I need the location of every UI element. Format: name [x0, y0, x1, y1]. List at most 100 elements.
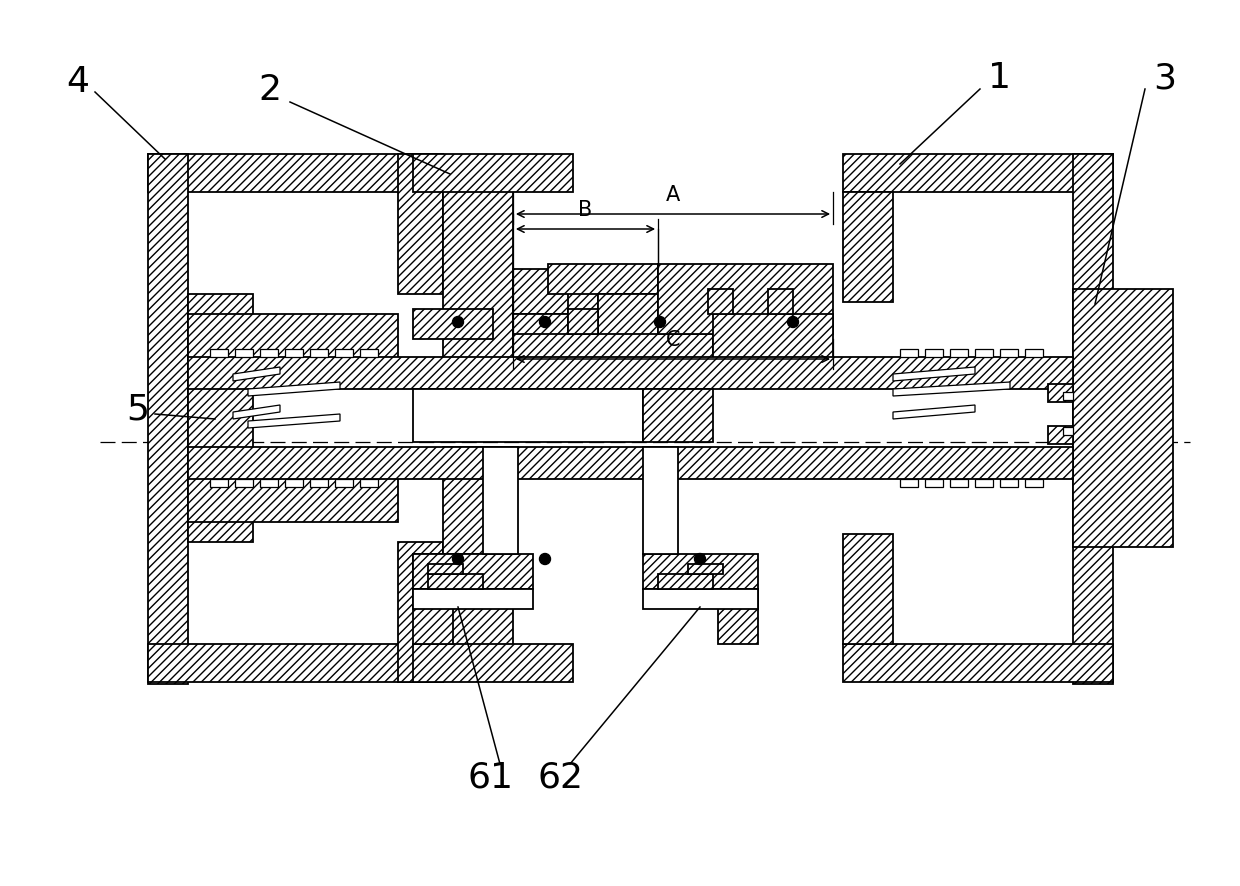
Bar	[484, 447, 518, 555]
Bar	[999, 350, 1018, 358]
Bar	[148, 155, 188, 684]
Bar	[260, 350, 278, 358]
Circle shape	[539, 554, 551, 565]
Bar	[413, 589, 453, 644]
Bar	[210, 350, 228, 358]
Bar	[188, 447, 1073, 479]
Bar	[843, 155, 1114, 193]
Bar	[335, 350, 353, 358]
Bar	[413, 555, 494, 585]
Text: 3: 3	[1153, 61, 1177, 95]
Bar	[843, 644, 1114, 682]
Bar	[188, 315, 398, 360]
Bar	[1073, 155, 1114, 684]
Text: C: C	[666, 330, 681, 350]
Bar	[310, 479, 329, 487]
Bar	[900, 479, 918, 487]
Bar	[413, 155, 573, 193]
Bar	[644, 555, 758, 589]
Bar	[443, 447, 513, 677]
Bar	[513, 269, 603, 315]
Bar	[658, 574, 713, 589]
Text: 5: 5	[126, 392, 150, 426]
Bar	[548, 265, 658, 295]
Bar	[718, 589, 758, 644]
Bar	[768, 290, 794, 315]
Bar	[428, 574, 484, 589]
Bar	[1063, 392, 1073, 400]
Bar	[398, 155, 443, 295]
Bar	[975, 479, 993, 487]
Bar	[925, 479, 942, 487]
Text: 61: 61	[467, 760, 513, 794]
Text: 4: 4	[67, 65, 89, 99]
Bar	[598, 295, 658, 345]
Bar	[900, 350, 918, 358]
Bar	[188, 358, 1073, 390]
Bar	[644, 447, 678, 555]
Bar	[843, 193, 893, 303]
Bar	[713, 315, 833, 360]
Bar	[188, 478, 398, 523]
Bar	[335, 479, 353, 487]
Bar	[188, 295, 253, 542]
Polygon shape	[893, 383, 1011, 397]
Bar	[975, 350, 993, 358]
Bar	[1025, 479, 1043, 487]
Bar	[236, 479, 253, 487]
Bar	[413, 589, 533, 610]
Circle shape	[694, 554, 706, 565]
Bar	[398, 542, 443, 682]
Text: A: A	[666, 185, 680, 205]
Circle shape	[453, 317, 464, 328]
Bar	[644, 589, 758, 610]
Circle shape	[453, 554, 464, 565]
Polygon shape	[233, 368, 280, 382]
Bar	[1048, 385, 1073, 402]
Bar	[1063, 428, 1073, 436]
Polygon shape	[248, 383, 340, 397]
Bar	[236, 350, 253, 358]
Circle shape	[787, 317, 799, 328]
Bar	[1048, 426, 1073, 445]
Bar	[513, 315, 568, 345]
Bar	[148, 644, 443, 682]
Circle shape	[539, 317, 551, 328]
Text: 1: 1	[988, 61, 1012, 95]
Bar	[360, 350, 378, 358]
Bar	[413, 644, 573, 682]
Polygon shape	[248, 415, 340, 429]
Bar	[658, 265, 833, 335]
Bar	[360, 479, 378, 487]
Bar	[210, 479, 228, 487]
Bar	[644, 390, 713, 442]
Bar	[413, 309, 494, 339]
Bar	[513, 335, 713, 360]
Bar	[310, 350, 329, 358]
Bar	[950, 350, 968, 358]
Bar	[999, 479, 1018, 487]
Polygon shape	[893, 406, 975, 420]
Bar	[708, 290, 733, 315]
Bar	[428, 564, 463, 574]
Bar	[950, 479, 968, 487]
Bar	[568, 309, 598, 335]
Bar	[285, 479, 303, 487]
Bar	[1073, 290, 1173, 548]
Bar	[413, 555, 533, 589]
Bar	[568, 290, 598, 315]
Text: 2: 2	[258, 73, 281, 107]
Bar	[688, 564, 723, 574]
Bar	[285, 350, 303, 358]
Text: 62: 62	[537, 760, 583, 794]
Bar	[413, 390, 644, 442]
Polygon shape	[893, 368, 975, 382]
Bar	[260, 479, 278, 487]
Polygon shape	[233, 406, 280, 420]
Text: B: B	[578, 199, 593, 220]
Circle shape	[655, 317, 666, 328]
Bar	[148, 155, 443, 193]
Bar	[925, 350, 942, 358]
Bar	[443, 165, 513, 390]
Bar	[843, 534, 893, 644]
